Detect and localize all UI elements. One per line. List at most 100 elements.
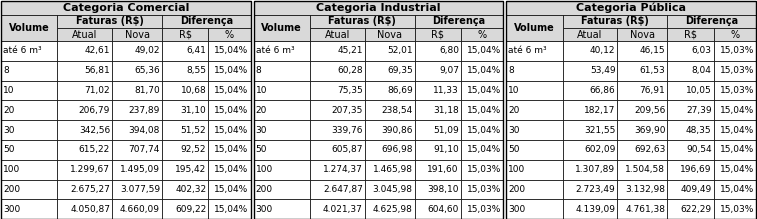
Bar: [1, 1, 251, 15]
Bar: [310, 180, 365, 200]
Bar: [618, 41, 668, 61]
Text: 696,98: 696,98: [382, 145, 413, 154]
Bar: [668, 41, 714, 61]
Text: 1.504,58: 1.504,58: [625, 165, 665, 174]
Bar: [310, 200, 365, 219]
Bar: [1, 1, 251, 219]
Bar: [415, 120, 461, 140]
Bar: [1, 160, 58, 180]
Bar: [112, 41, 162, 61]
Bar: [365, 61, 415, 81]
Text: 394,08: 394,08: [129, 126, 160, 135]
Bar: [365, 28, 415, 41]
Text: 27,39: 27,39: [686, 106, 712, 115]
Text: 66,86: 66,86: [590, 86, 615, 95]
Text: 46,15: 46,15: [640, 46, 665, 55]
Bar: [714, 28, 756, 41]
Text: Faturas (R$): Faturas (R$): [76, 16, 144, 26]
Text: 622,29: 622,29: [681, 205, 712, 214]
Bar: [415, 200, 461, 219]
Bar: [506, 120, 562, 140]
Bar: [254, 120, 310, 140]
Bar: [506, 61, 562, 81]
Text: 15,04%: 15,04%: [720, 185, 754, 194]
Text: 15,04%: 15,04%: [720, 145, 754, 154]
Bar: [112, 120, 162, 140]
Text: Categoria Industrial: Categoria Industrial: [316, 3, 441, 13]
Bar: [461, 180, 503, 200]
Text: 81,70: 81,70: [134, 86, 160, 95]
Text: 409,49: 409,49: [681, 185, 712, 194]
Text: Nova: Nova: [125, 30, 150, 39]
Bar: [208, 28, 251, 41]
Text: 51,52: 51,52: [181, 126, 206, 135]
Text: 15,04%: 15,04%: [720, 106, 754, 115]
Bar: [254, 28, 310, 41]
Text: Volume: Volume: [514, 23, 555, 33]
Bar: [1, 28, 58, 41]
Bar: [112, 81, 162, 100]
Text: 15,04%: 15,04%: [467, 66, 501, 75]
Bar: [618, 160, 668, 180]
Bar: [562, 41, 618, 61]
Text: 15,04%: 15,04%: [214, 145, 248, 154]
Text: Volume: Volume: [261, 23, 302, 33]
Text: 15,04%: 15,04%: [467, 86, 501, 95]
Text: 61,53: 61,53: [640, 66, 665, 75]
Text: 300: 300: [256, 205, 273, 214]
Text: 100: 100: [256, 165, 273, 174]
Bar: [506, 100, 562, 120]
Bar: [506, 81, 562, 100]
Bar: [162, 41, 208, 61]
Bar: [714, 61, 756, 81]
Text: 10: 10: [256, 86, 267, 95]
Text: 15,04%: 15,04%: [214, 106, 248, 115]
Text: 4.625,98: 4.625,98: [373, 205, 413, 214]
Text: 209,56: 209,56: [634, 106, 665, 115]
Text: 15,03%: 15,03%: [720, 46, 754, 55]
Bar: [461, 120, 503, 140]
Bar: [365, 160, 415, 180]
Bar: [1, 200, 58, 219]
Bar: [461, 140, 503, 160]
Text: 10: 10: [3, 86, 14, 95]
Text: 2.723,49: 2.723,49: [575, 185, 615, 194]
Text: 31,18: 31,18: [433, 106, 459, 115]
Bar: [208, 61, 251, 81]
Bar: [415, 41, 461, 61]
Text: 300: 300: [3, 205, 20, 214]
Text: 200: 200: [509, 185, 525, 194]
Bar: [668, 100, 714, 120]
Bar: [162, 140, 208, 160]
Bar: [112, 200, 162, 219]
Bar: [112, 180, 162, 200]
Bar: [112, 100, 162, 120]
Text: 100: 100: [509, 165, 525, 174]
Text: 86,69: 86,69: [387, 86, 413, 95]
Bar: [618, 100, 668, 120]
Text: 100: 100: [3, 165, 20, 174]
Text: 604,60: 604,60: [428, 205, 459, 214]
Bar: [562, 28, 618, 41]
Bar: [461, 28, 503, 41]
Bar: [562, 160, 618, 180]
Bar: [668, 120, 714, 140]
Bar: [668, 140, 714, 160]
Text: 15,04%: 15,04%: [214, 185, 248, 194]
Bar: [365, 41, 415, 61]
Text: Nova: Nova: [630, 30, 655, 39]
Bar: [562, 61, 618, 81]
Bar: [208, 81, 251, 100]
Text: 75,35: 75,35: [337, 86, 363, 95]
Bar: [415, 160, 461, 180]
Bar: [310, 41, 365, 61]
Text: 90,54: 90,54: [686, 145, 712, 154]
Text: Nova: Nova: [377, 30, 402, 39]
Text: 3.132,98: 3.132,98: [625, 185, 665, 194]
Text: 707,74: 707,74: [129, 145, 160, 154]
Bar: [415, 180, 461, 200]
Text: 200: 200: [3, 185, 20, 194]
Bar: [365, 140, 415, 160]
Text: 390,86: 390,86: [382, 126, 413, 135]
Bar: [254, 160, 310, 180]
